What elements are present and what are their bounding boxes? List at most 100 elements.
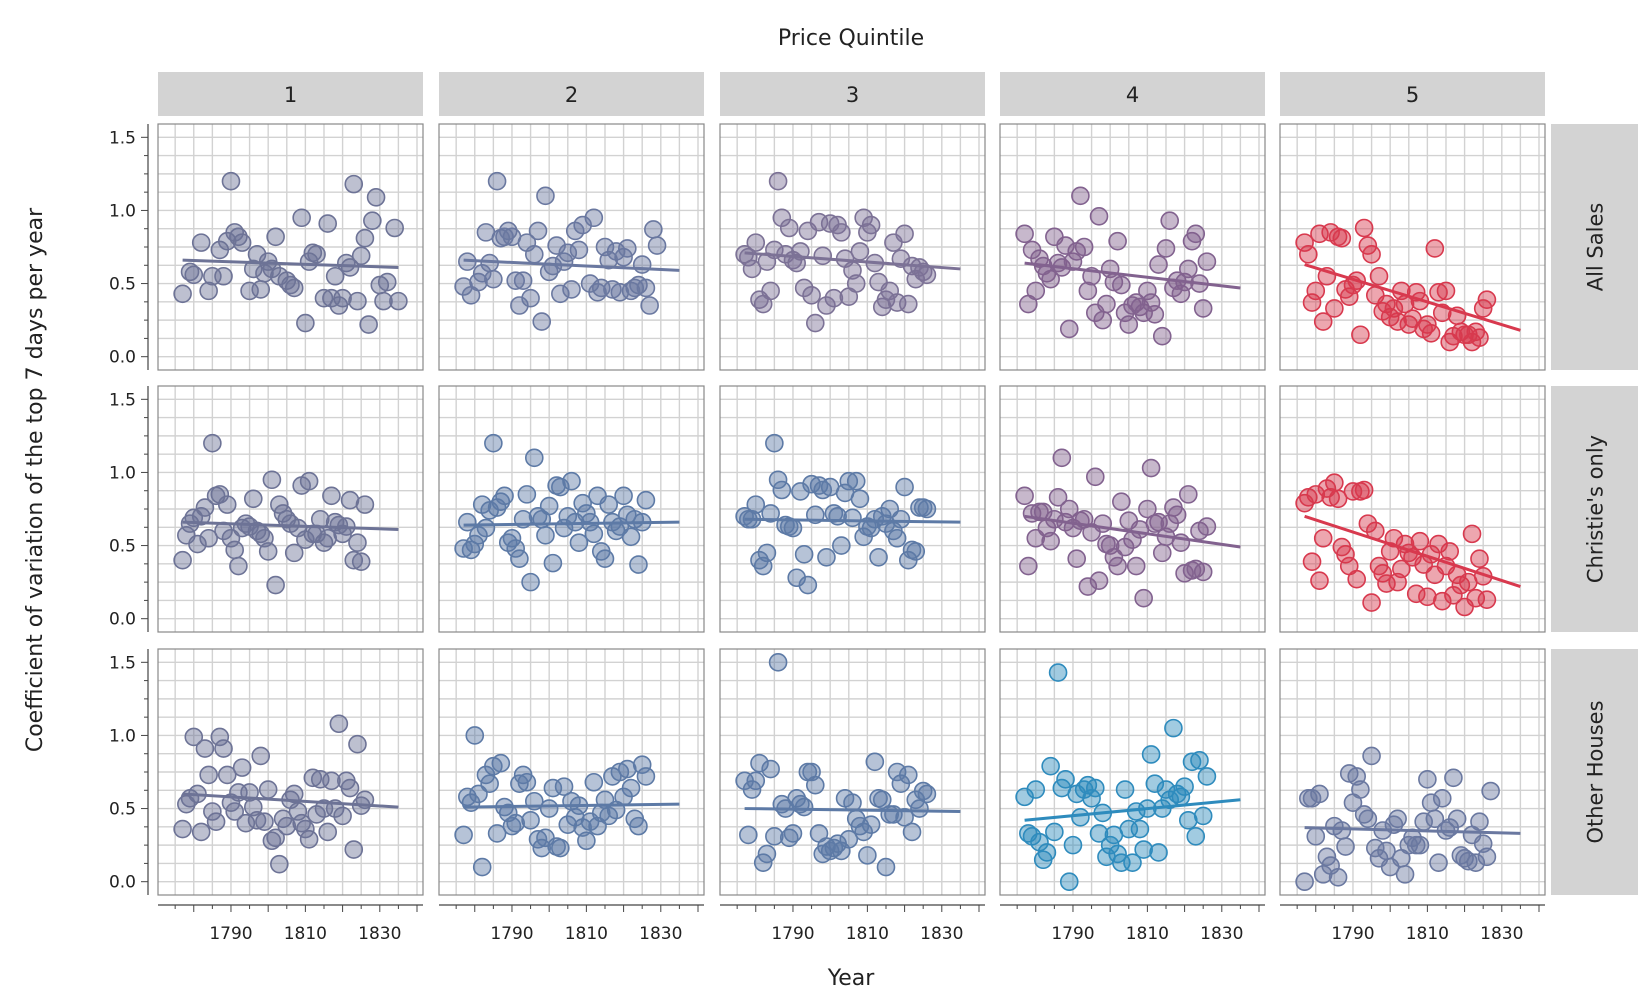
data-point [1026,281,1046,301]
data-point [768,653,788,672]
data-point [895,808,914,827]
data-point [1182,752,1202,772]
data-point [536,186,555,206]
data-point [344,840,364,859]
data-point [1138,499,1157,519]
data-point [569,533,589,552]
data-point [333,288,352,308]
x-tick-label: 1790 [1331,924,1374,944]
data-point [1336,837,1355,856]
data-point [348,734,367,754]
data-point [1059,319,1079,339]
data-point [1444,585,1463,605]
data-point [221,171,241,191]
data-point [1026,780,1046,799]
data-point [355,495,375,514]
data-point [1459,851,1478,871]
data-point [344,174,364,194]
x-tick-label: 1790 [771,924,814,944]
data-point [236,813,256,833]
data-point [184,727,204,747]
data-point [355,228,375,248]
data-point [1339,287,1359,307]
data-point [902,822,922,842]
data-point [1048,487,1068,507]
data-point [599,495,619,514]
data-point [199,281,218,301]
data-point [850,489,870,509]
data-point [195,739,215,758]
data-point [487,824,507,843]
y-tick-label: 0.0 [109,873,136,893]
data-point [1193,806,1213,826]
x-tick-label: 1830 [920,924,963,944]
data-point [1186,224,1206,244]
x-tick-label: 1790 [1051,924,1094,944]
data-point [1477,590,1497,609]
data-point [314,288,334,308]
data-point [1108,556,1127,576]
x-tick-label: 1830 [358,924,401,944]
panel-r0-c2 [719,123,986,371]
data-point [206,812,226,832]
data-point [1179,485,1198,504]
data-point [1030,832,1049,852]
data-point [377,272,397,292]
panel-border [438,648,705,896]
data-point [1347,569,1366,589]
data-point [783,824,803,843]
data-point [1089,824,1109,843]
data-point [454,825,473,845]
data-point [1425,809,1445,829]
panel-r0-c3 [999,123,1266,371]
panel-r1-c0 [157,385,424,633]
x-tick-label: 1790 [209,924,252,944]
data-point [854,208,873,228]
data-point [768,470,788,490]
panel-r2-c4 [1279,648,1546,896]
data-point [1388,809,1407,829]
data-point [506,271,525,290]
data-point [1358,514,1378,533]
panel-r2-c1 [438,648,705,896]
data-point [1410,531,1430,551]
data-point [521,810,540,830]
data-point [1164,718,1183,738]
data-point [225,802,244,821]
data-point [739,825,758,845]
data-point [1477,847,1497,867]
data-point [632,755,652,774]
data-point [1302,552,1322,571]
data-point [1444,768,1463,788]
data-point [465,726,485,745]
data-point [858,846,877,865]
data-point [1048,663,1068,682]
panel-border [438,385,705,633]
data-point [779,218,799,238]
col-strip-5 [1280,72,1545,116]
data-point [374,291,393,311]
data-point [1138,281,1157,301]
data-point [1197,767,1217,786]
data-point [1078,281,1098,301]
data-point [1197,252,1217,271]
panel-r0-c0 [157,123,424,371]
data-point [1369,266,1389,286]
data-point [173,284,192,304]
data-point [1056,236,1075,255]
panel-border [157,385,424,633]
data-point [322,771,341,791]
data-point [524,448,544,468]
data-point [1328,489,1348,509]
data-point [1410,835,1430,855]
data-point [1149,843,1168,862]
data-point [1392,559,1411,579]
data-point [1063,835,1083,855]
trend-line [182,792,399,809]
data-point [1041,531,1060,551]
data-point [266,575,285,595]
data-point [296,313,315,333]
data-point [539,496,559,516]
data-point [1067,549,1086,569]
data-point [861,215,881,235]
